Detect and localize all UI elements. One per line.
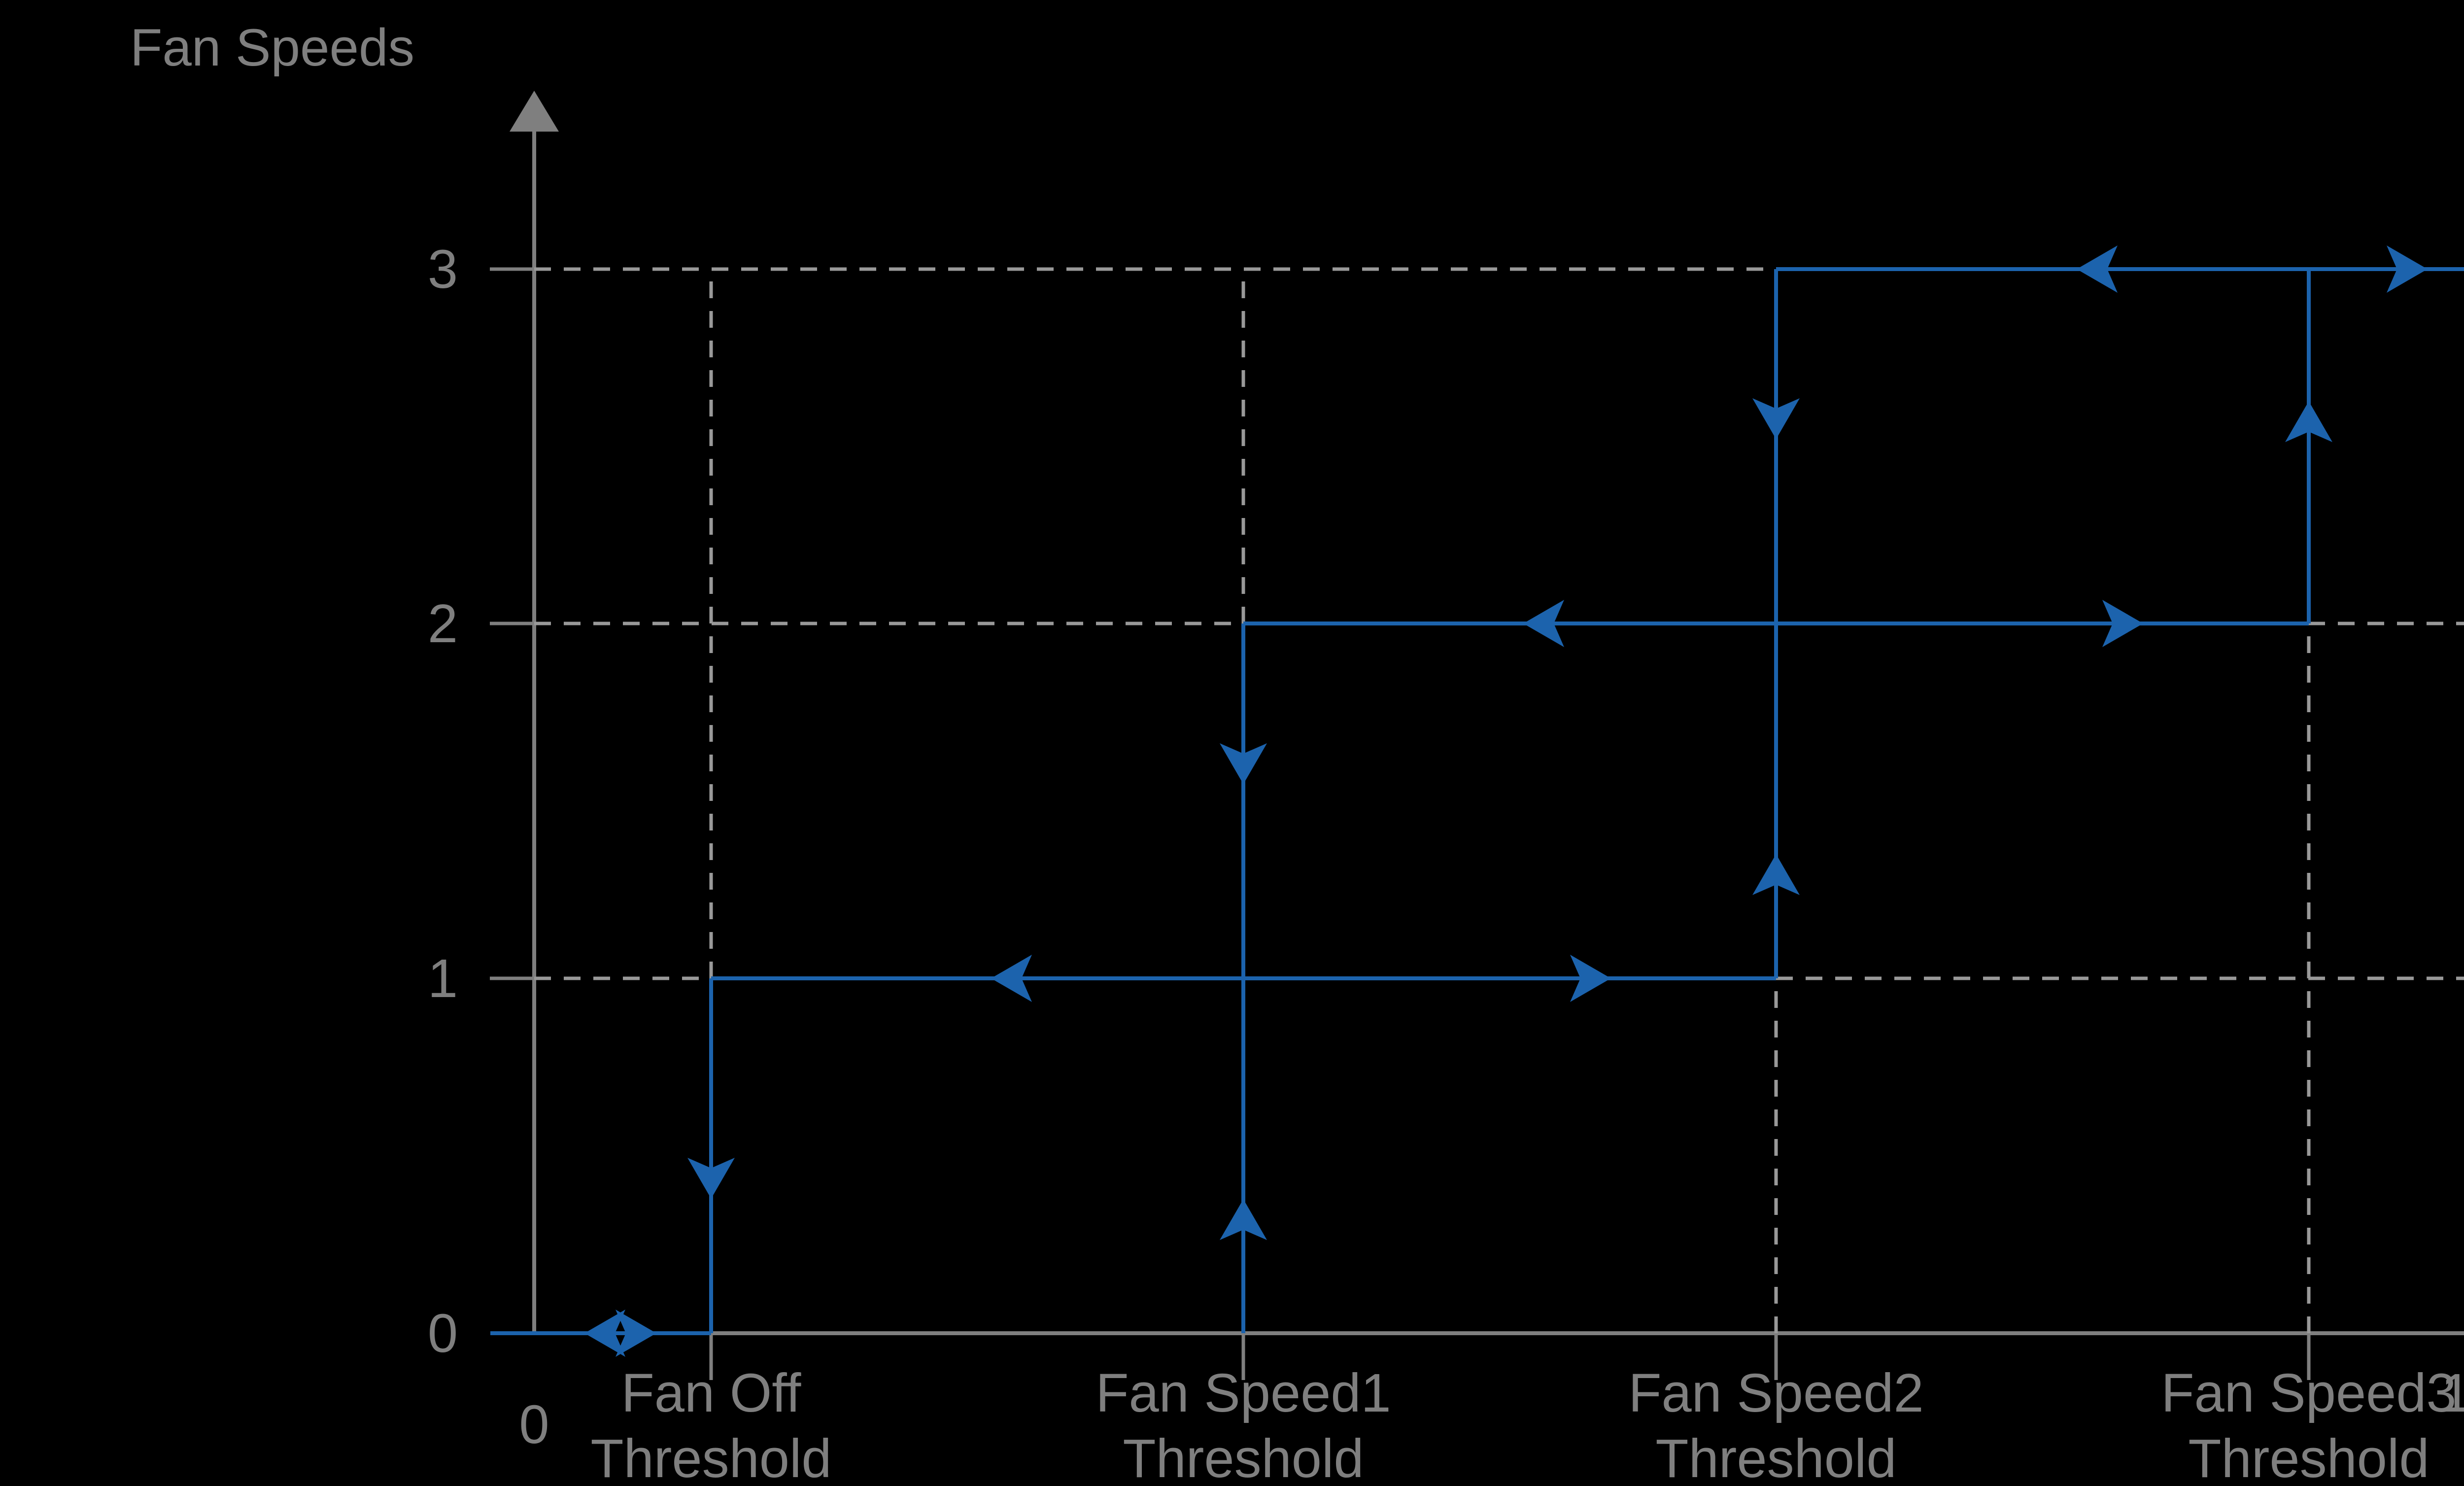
svg-text:Fan Off: Fan Off <box>621 1363 801 1423</box>
svg-text:Fan Speed3: Fan Speed3 <box>2161 1363 2456 1423</box>
svg-text:Fan Speed2: Fan Speed2 <box>1628 1363 1923 1423</box>
svg-text:Threshold: Threshold <box>590 1428 831 1486</box>
svg-text:1: 1 <box>428 948 458 1009</box>
svg-text:Threshold: Threshold <box>1655 1428 1896 1486</box>
svg-text:100: 100 <box>2441 1363 2464 1423</box>
svg-text:Threshold: Threshold <box>2188 1428 2429 1486</box>
svg-text:0: 0 <box>428 1303 458 1364</box>
svg-text:3: 3 <box>428 239 458 300</box>
svg-text:Threshold: Threshold <box>1123 1428 1364 1486</box>
svg-text:Fan Speeds: Fan Speeds <box>130 18 414 77</box>
svg-text:2: 2 <box>428 593 458 654</box>
svg-text:Fan Speed1: Fan Speed1 <box>1095 1363 1391 1423</box>
svg-text:0: 0 <box>519 1394 549 1455</box>
